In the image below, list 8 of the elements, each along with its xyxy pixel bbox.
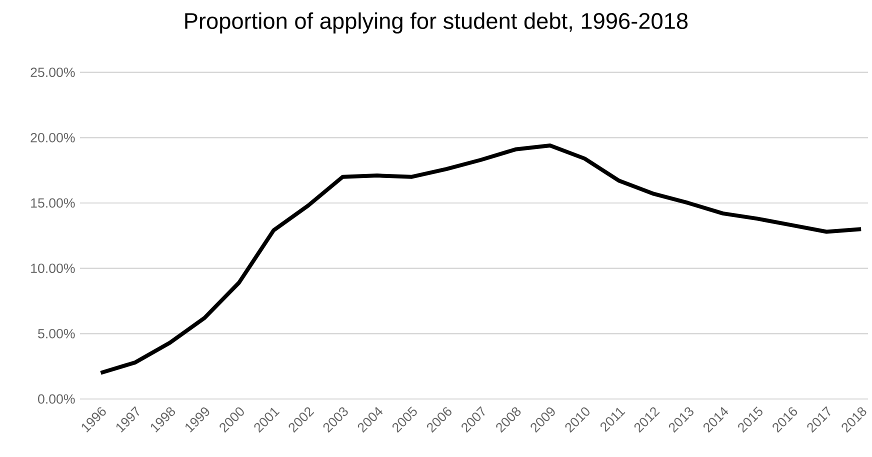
- y-tick-label: 15.00%: [31, 198, 75, 208]
- line-series: [98, 144, 864, 375]
- y-tick-label: 10.00%: [31, 264, 75, 274]
- y-tick-label: 0.00%: [38, 394, 75, 404]
- y-tick-label: 20.00%: [30, 132, 75, 142]
- y-tick-label: 5.00%: [38, 328, 75, 338]
- chart-title: Proportion of applying for student debt, 1996-2018: [185, 12, 688, 34]
- y-tick-label: 25.00%: [30, 68, 75, 78]
